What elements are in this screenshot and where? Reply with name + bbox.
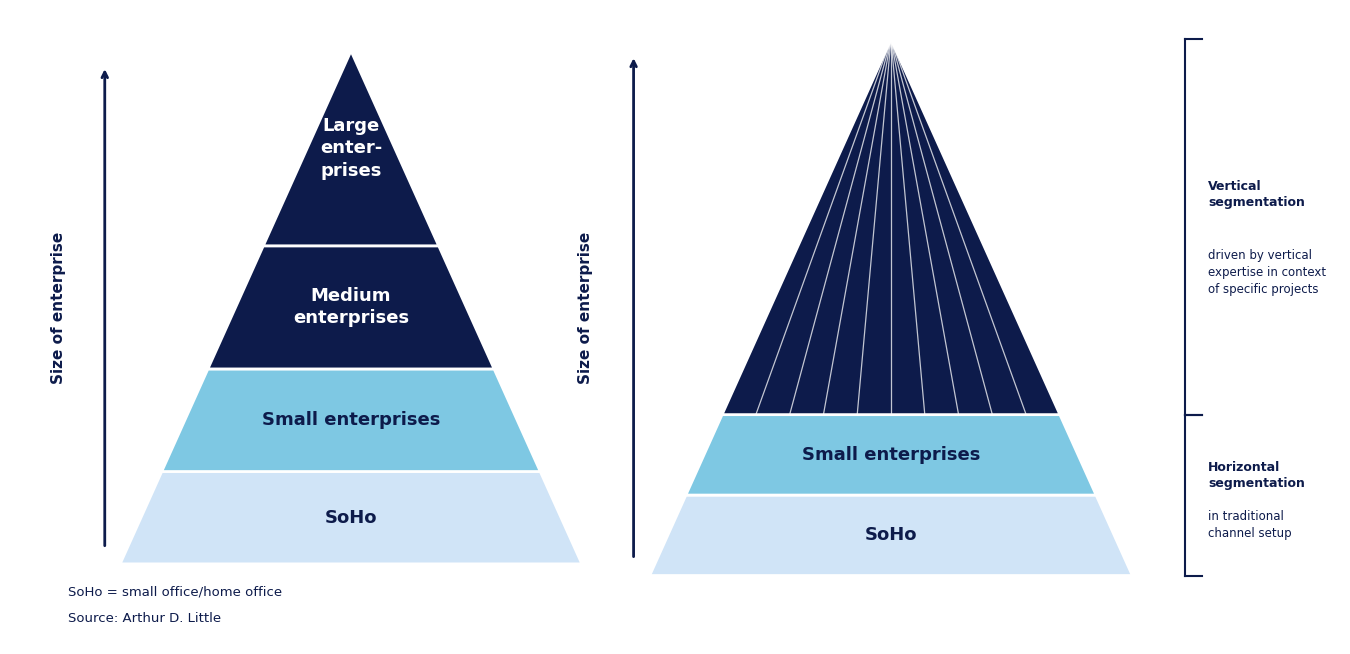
Polygon shape	[162, 369, 540, 472]
Polygon shape	[686, 415, 1096, 495]
Text: driven by vertical
expertise in context
of specific projects: driven by vertical expertise in context …	[1208, 249, 1326, 296]
Text: Small enterprises: Small enterprises	[262, 411, 440, 429]
Text: Small enterprises: Small enterprises	[802, 446, 980, 464]
Text: Size of enterprise: Size of enterprise	[578, 232, 593, 383]
Text: Large
enter-
prises: Large enter- prises	[320, 117, 382, 180]
Polygon shape	[208, 246, 494, 369]
Text: SoHo = small office/home office: SoHo = small office/home office	[68, 585, 282, 598]
Text: SoHo: SoHo	[865, 526, 917, 544]
Text: Vertical
segmentation: Vertical segmentation	[1208, 180, 1305, 209]
Text: Horizontal
segmentation: Horizontal segmentation	[1208, 461, 1305, 490]
Polygon shape	[263, 51, 439, 246]
Text: SoHo: SoHo	[325, 509, 377, 526]
Text: in traditional
channel setup: in traditional channel setup	[1208, 509, 1292, 540]
Text: Size of enterprise: Size of enterprise	[51, 232, 66, 383]
Polygon shape	[120, 472, 582, 564]
Polygon shape	[649, 495, 1133, 576]
Polygon shape	[722, 39, 1060, 415]
Text: Medium
enterprises: Medium enterprises	[293, 287, 409, 328]
Text: Source: Arthur D. Little: Source: Arthur D. Little	[68, 611, 220, 625]
